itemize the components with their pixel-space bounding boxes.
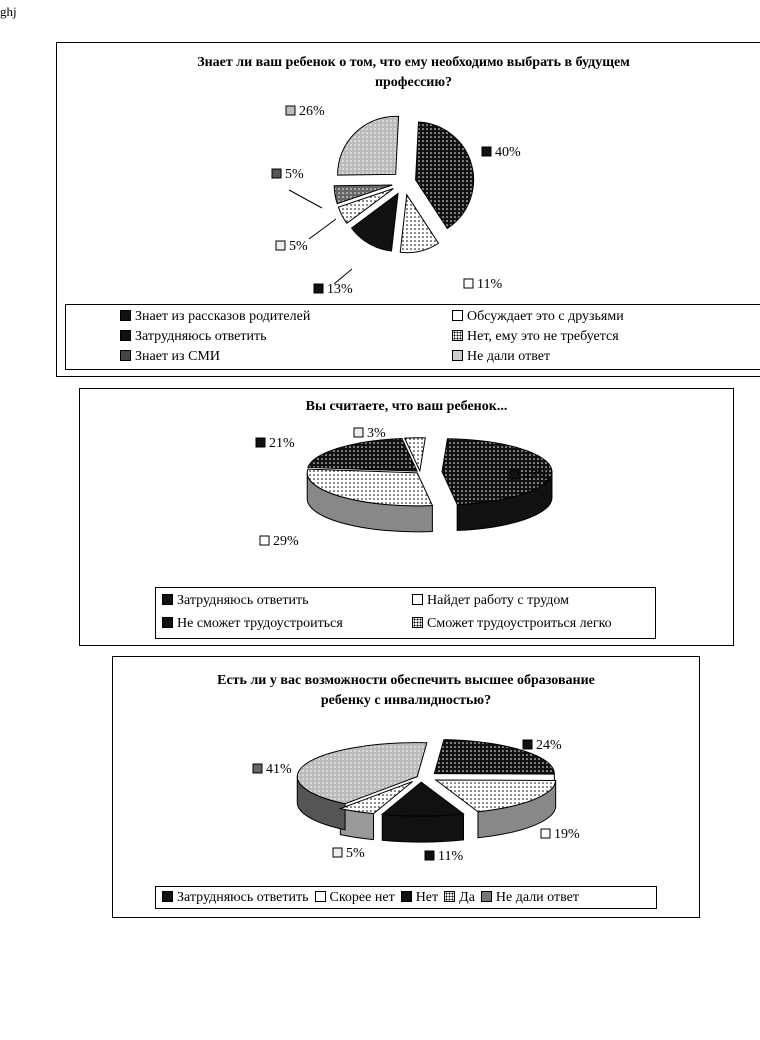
leader-line (308, 218, 337, 240)
corner-text: ghj (0, 4, 17, 19)
legend-swatch-dark (400, 891, 412, 902)
data-label: 5% (271, 167, 304, 182)
pie-slice (403, 437, 426, 473)
data-label: 11% (424, 849, 463, 864)
chart-1-svg: 40% 11% 13% 5% 5% 26% (271, 104, 521, 297)
svg-text:24%: 24% (536, 738, 562, 753)
legend-swatch-dark (162, 617, 173, 628)
pie-slice (415, 121, 475, 230)
legend-item: Сможет трудоустроиться легко (412, 616, 612, 632)
legend-item: Затрудняюсь ответить (162, 890, 309, 906)
chart-3-frame: Есть ли у вас возможности обеспечить выс… (112, 656, 700, 918)
data-label: 13% (313, 282, 353, 297)
pie-slice (296, 742, 428, 805)
svg-text:26%: 26% (299, 104, 325, 119)
legend-swatch-dots (444, 891, 456, 902)
svg-text:40%: 40% (495, 145, 521, 160)
pie-slice-side (381, 813, 465, 843)
legend-swatch-white (412, 594, 423, 605)
pie-slice (350, 192, 399, 252)
chart-1-title-line-1: Знает ли ваш ребенок о том, что ему необ… (197, 55, 630, 70)
pie-slice (333, 184, 393, 205)
svg-text:11%: 11% (477, 277, 502, 292)
chart-1-title-line-2: профессию? (374, 75, 453, 90)
legend-swatch-dark (120, 330, 131, 341)
chart-2-legend: Затрудняюсь ответить Найдет работу с тру… (155, 587, 656, 639)
legend-item: Затрудняюсь ответить (162, 593, 309, 609)
svg-text:3%: 3% (367, 426, 386, 441)
data-label: 40% (481, 145, 521, 160)
legend-item: Не дали ответ (452, 349, 550, 365)
legend-item: Нет, ему это не требуется (452, 329, 619, 345)
data-label: 21% (255, 436, 295, 451)
chart-3-svg: 24% 19% 11% 5% 41% (252, 738, 580, 864)
legend-item: Не сможет трудоустроиться (162, 616, 343, 632)
pie-slice (337, 188, 394, 224)
chart-2-title: Вы считаете, что ваш ребенок... (305, 399, 508, 414)
svg-text:13%: 13% (327, 282, 353, 297)
legend-item: Затрудняюсь ответить (120, 329, 267, 345)
pie-slice (337, 115, 400, 176)
data-label: 5% (275, 239, 308, 254)
data-label: 19% (540, 827, 580, 842)
data-label: 47% (509, 468, 549, 483)
chart-3-legend: Затрудняюсь ответить Скорее нет Нет Да Не да… (155, 886, 657, 909)
chart-3-title: Есть ли у вас возможности обеспечить выс… (113, 671, 699, 711)
svg-text:5%: 5% (289, 239, 308, 254)
data-label: 26% (285, 104, 325, 119)
pie-slice (307, 437, 418, 472)
chart-2-svg: 47% 29% 21% 3% (255, 426, 553, 549)
legend-item: Знает из СМИ (120, 349, 220, 365)
legend-item: Знает из рассказов родителей (120, 309, 310, 325)
data-label: 3% (353, 426, 386, 441)
legend-swatch-light-gray (452, 350, 463, 361)
leader-line (288, 189, 323, 209)
chart-1-title: Знает ли ваш ребенок о том, что ему необ… (57, 53, 760, 93)
svg-text:5%: 5% (285, 167, 304, 182)
data-label: 41% (252, 762, 292, 777)
chart-1-frame: Знает ли ваш ребенок о том, что ему необ… (56, 42, 760, 377)
svg-text:41%: 41% (266, 762, 292, 777)
legend-swatch-dark (162, 594, 173, 605)
legend-swatch-dark-gray (120, 350, 131, 361)
chart-3-title-line-2: ребенку с инвалидностью? (320, 693, 492, 708)
data-label: 24% (522, 738, 562, 753)
legend-swatch-white (314, 891, 326, 902)
pie-slice (380, 781, 465, 817)
pie-slice (306, 468, 434, 507)
data-label: 11% (463, 277, 502, 292)
legend-swatch-gray (480, 891, 492, 902)
legend-item: Нет (400, 890, 438, 906)
legend-item: Скорее нет (314, 890, 395, 906)
data-label: 5% (332, 846, 365, 861)
legend-item: Не дали ответ (480, 890, 579, 906)
svg-text:21%: 21% (269, 436, 295, 451)
legend-item: Найдет работу с трудом (412, 593, 569, 609)
pie-slice (338, 781, 413, 815)
legend-swatch-dots (452, 330, 463, 341)
pie-slice (441, 438, 553, 505)
svg-text:47%: 47% (523, 468, 549, 483)
chart-1-legend: Знает из рассказов родителей Обсуждает э… (65, 304, 760, 370)
svg-text:5%: 5% (346, 846, 365, 861)
legend-swatch-dark (162, 891, 173, 902)
pie-slice (434, 779, 557, 813)
chart-3-title-line-1: Есть ли у вас возможности обеспечить выс… (217, 673, 595, 688)
svg-text:11%: 11% (438, 849, 463, 864)
svg-text:29%: 29% (273, 534, 299, 549)
svg-text:19%: 19% (554, 827, 580, 842)
legend-swatch-dots (412, 617, 423, 628)
pie-slice (399, 193, 440, 254)
data-label: 29% (259, 534, 299, 549)
legend-item: Обсуждает это с друзьями (452, 309, 624, 325)
pie-slice (433, 739, 555, 775)
legend-item: Да (444, 890, 475, 906)
chart-2-frame: Вы считаете, что ваш ребенок... 47% 29% 21… (79, 388, 734, 646)
leader-line (333, 268, 353, 285)
legend-swatch-white (452, 310, 463, 321)
legend-swatch-dark (120, 310, 131, 321)
